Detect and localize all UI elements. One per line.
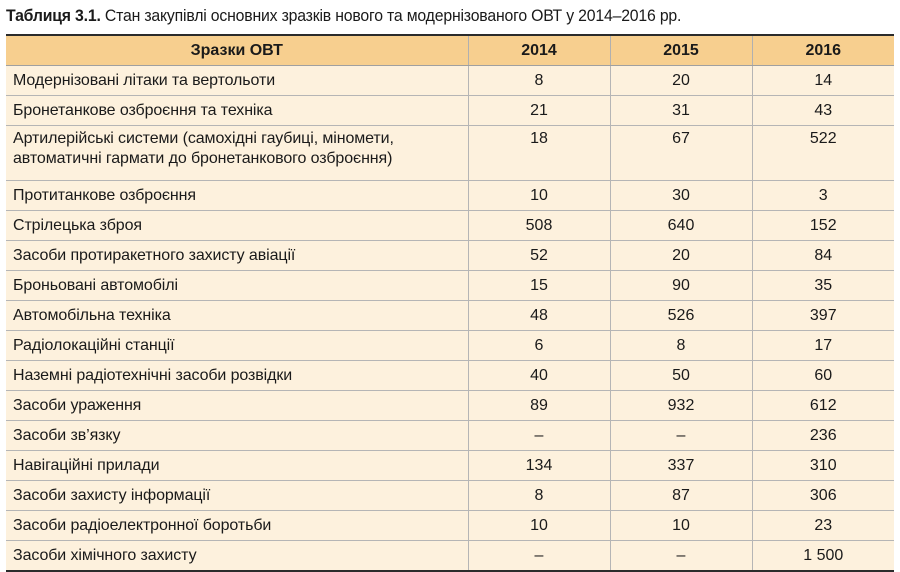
cell-2016: 306 [751,480,894,511]
cell-2016: 612 [751,390,894,421]
table-row: Бронетанкове озброєння та техніка 21 31 … [6,95,894,126]
table-caption: Таблиця 3.1. Стан закупівлі основних зра… [6,4,832,30]
caption-text: Стан закупівлі основних зразків нового т… [100,6,682,25]
table-row: Засоби протиракетного захисту авіації 52… [6,240,894,271]
table-row: Автомобільна техніка 48 526 397 [6,300,894,331]
cell-2016: 14 [751,65,894,96]
table-row: Артилерійські системи (самохідні гаубиці… [6,125,894,181]
column-header-sample: Зразки ОВТ [6,34,468,66]
row-label: Автомобільна техніка [6,300,468,331]
cell-2016: 84 [751,240,894,271]
cell-2015: 337 [609,450,752,481]
row-label: Засоби протиракетного захисту авіації [6,240,468,271]
row-label: Засоби захисту інформації [6,480,468,511]
table-row: Засоби радіоелектронної боротьби 10 10 2… [6,510,894,541]
row-label: Засоби хімічного захисту [6,540,468,572]
cell-2014: 18 [467,125,610,181]
cell-2015: 10 [609,510,752,541]
table-row: Протитанкове озброєння 10 30 3 [6,180,894,211]
row-label: Наземні радіотехнічні засоби розвідки [6,360,468,391]
row-label: Засоби ураження [6,390,468,421]
row-label: Радіолокаційні станції [6,330,468,361]
cell-2016: 310 [751,450,894,481]
cell-2014: – [467,540,610,572]
cell-2014: 89 [467,390,610,421]
cell-2016: 43 [751,95,894,126]
cell-2015: – [609,540,752,572]
cell-2014: 52 [467,240,610,271]
column-header-2016: 2016 [751,34,894,66]
table-header-row: Зразки ОВТ 2014 2015 2016 [6,34,894,66]
table-row: Засоби хімічного захисту – – 1 500 [6,540,894,572]
column-header-2014: 2014 [467,34,610,66]
cell-2015: – [609,420,752,451]
table-row: Радіолокаційні станції 6 8 17 [6,330,894,361]
cell-2015: 20 [609,240,752,271]
row-label: Засоби радіоелектронної боротьби [6,510,468,541]
cell-2014: 15 [467,270,610,301]
column-header-2015: 2015 [609,34,752,66]
table-row: Броньовані автомобілі 15 90 35 [6,270,894,301]
row-label: Засоби зв’язку [6,420,468,451]
cell-2016: 152 [751,210,894,241]
cell-2016: 17 [751,330,894,361]
cell-2014: – [467,420,610,451]
cell-2015: 30 [609,180,752,211]
row-label: Модернізовані літаки та вертольоти [6,65,468,96]
cell-2014: 508 [467,210,610,241]
cell-2015: 90 [609,270,752,301]
row-label: Стрілецька зброя [6,210,468,241]
table-row: Засоби захисту інформації 8 87 306 [6,480,894,511]
cell-2015: 8 [609,330,752,361]
row-label: Навігаційні прилади [6,450,468,481]
cell-2015: 87 [609,480,752,511]
cell-2015: 20 [609,65,752,96]
table-row: Наземні радіотехнічні засоби розвідки 40… [6,360,894,391]
cell-2016: 236 [751,420,894,451]
table-row: Модернізовані літаки та вертольоти 8 20 … [6,65,894,96]
cell-2016: 522 [751,125,894,181]
cell-2016: 3 [751,180,894,211]
cell-2016: 397 [751,300,894,331]
cell-2014: 134 [467,450,610,481]
cell-2016: 35 [751,270,894,301]
cell-2015: 640 [609,210,752,241]
cell-2015: 50 [609,360,752,391]
cell-2016: 60 [751,360,894,391]
table-row: Засоби ураження 89 932 612 [6,390,894,421]
row-label: Артилерійські системи (самохідні гаубиці… [6,125,468,181]
cell-2015: 526 [609,300,752,331]
table-row: Навігаційні прилади 134 337 310 [6,450,894,481]
cell-2014: 10 [467,510,610,541]
data-table: Зразки ОВТ 2014 2015 2016 Модернізовані … [6,34,894,572]
table-row: Стрілецька зброя 508 640 152 [6,210,894,241]
cell-2014: 40 [467,360,610,391]
row-label: Бронетанкове озброєння та техніка [6,95,468,126]
cell-2015: 67 [609,125,752,181]
cell-2014: 8 [467,480,610,511]
caption-label: Таблиця 3.1. [6,6,101,25]
cell-2016: 1 500 [751,540,894,572]
cell-2016: 23 [751,510,894,541]
cell-2014: 21 [467,95,610,126]
table-row: Засоби зв’язку – – 236 [6,420,894,451]
row-label: Протитанкове озброєння [6,180,468,211]
row-label: Броньовані автомобілі [6,270,468,301]
cell-2014: 6 [467,330,610,361]
cell-2014: 10 [467,180,610,211]
cell-2014: 8 [467,65,610,96]
cell-2015: 31 [609,95,752,126]
cell-2015: 932 [609,390,752,421]
cell-2014: 48 [467,300,610,331]
